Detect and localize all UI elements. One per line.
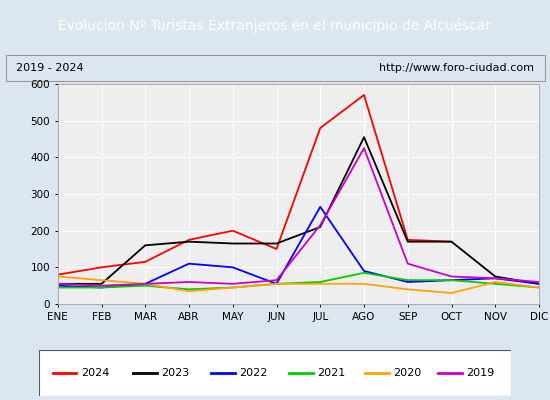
- Text: http://www.foro-ciudad.com: http://www.foro-ciudad.com: [378, 63, 534, 73]
- Text: 2019: 2019: [466, 368, 495, 378]
- Text: 2021: 2021: [317, 368, 346, 378]
- Text: 2023: 2023: [162, 368, 190, 378]
- Text: 2022: 2022: [239, 368, 268, 378]
- Text: 2019 - 2024: 2019 - 2024: [16, 63, 84, 73]
- Text: Evolucion Nº Turistas Extranjeros en el municipio de Alcuéscar: Evolucion Nº Turistas Extranjeros en el …: [58, 19, 492, 33]
- Text: 2020: 2020: [393, 368, 421, 378]
- Bar: [6, 54, 544, 82]
- Text: 2024: 2024: [81, 368, 109, 378]
